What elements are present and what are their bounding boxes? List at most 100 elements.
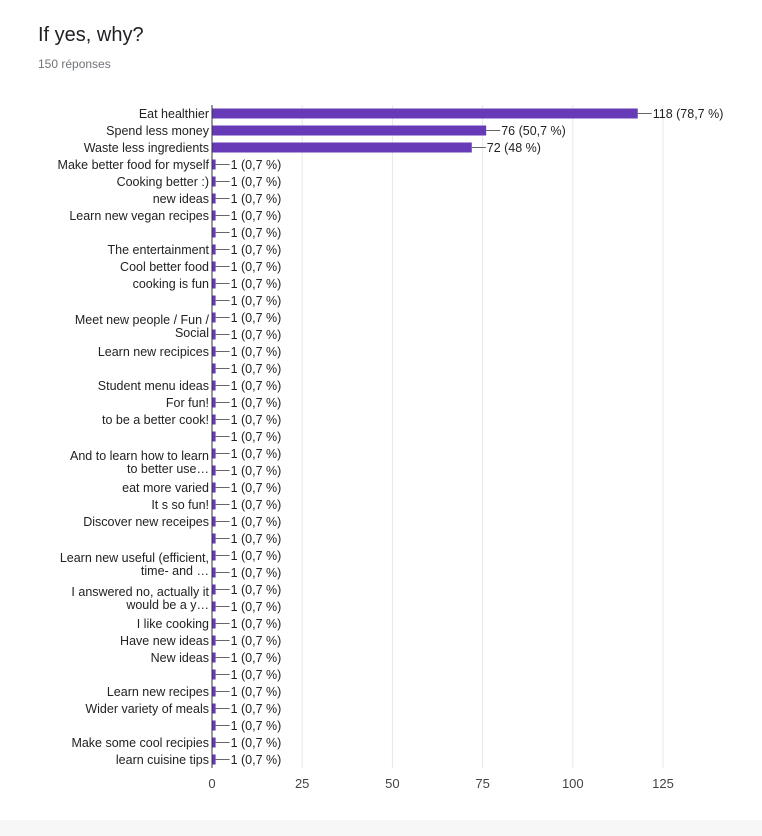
bar [212, 601, 216, 612]
value-label: 1 (0,7 %) [231, 702, 282, 716]
value-label: 1 (0,7 %) [231, 328, 282, 342]
value-label: 72 (48 %) [487, 141, 541, 155]
bar [212, 397, 216, 408]
value-label: 1 (0,7 %) [231, 685, 282, 699]
category-label: time- and … [141, 564, 209, 578]
bar [212, 431, 216, 442]
bar [212, 108, 638, 119]
bar [212, 584, 216, 595]
bar [212, 737, 216, 748]
category-label: Make better food for myself [58, 158, 210, 172]
bar [212, 380, 216, 391]
value-label: 1 (0,7 %) [231, 498, 282, 512]
x-tick-label: 25 [295, 776, 309, 791]
category-label: Spend less money [106, 124, 210, 138]
category-label: would be a y… [125, 598, 209, 612]
bar [212, 363, 216, 374]
category-label: I like cooking [137, 617, 209, 631]
value-label: 1 (0,7 %) [231, 158, 282, 172]
category-label: Learn new vegan recipes [69, 209, 209, 223]
bar [212, 499, 216, 510]
bar [212, 754, 216, 765]
value-label: 1 (0,7 %) [231, 753, 282, 767]
bar [212, 125, 487, 136]
value-label: 1 (0,7 %) [231, 532, 282, 546]
value-label: 1 (0,7 %) [231, 243, 282, 257]
category-label: Cool better food [120, 260, 209, 274]
value-label: 1 (0,7 %) [231, 549, 282, 563]
category-label: Learn new useful (efficient, [60, 551, 209, 565]
bar [212, 635, 216, 646]
value-label: 1 (0,7 %) [231, 651, 282, 665]
x-tick-label: 0 [208, 776, 215, 791]
category-label: to better use… [127, 462, 209, 476]
category-label: The entertainment [108, 243, 210, 257]
bar [212, 618, 216, 629]
bar [212, 261, 216, 272]
value-label: 1 (0,7 %) [231, 226, 282, 240]
category-label: And to learn how to learn [70, 449, 209, 463]
value-label: 1 (0,7 %) [231, 566, 282, 580]
bar [212, 482, 216, 493]
bar [212, 295, 216, 306]
category-label: For fun! [166, 396, 209, 410]
value-label: 76 (50,7 %) [501, 124, 566, 138]
bar [212, 720, 216, 731]
bar [212, 448, 216, 459]
bar [212, 703, 216, 714]
value-label: 1 (0,7 %) [231, 396, 282, 410]
bar [212, 465, 216, 476]
bar [212, 669, 216, 680]
value-label: 1 (0,7 %) [231, 362, 282, 376]
x-tick-label: 125 [652, 776, 674, 791]
value-label: 1 (0,7 %) [231, 311, 282, 325]
bar [212, 533, 216, 544]
category-label: Student menu ideas [98, 379, 209, 393]
category-label: Wider variety of meals [85, 702, 209, 716]
category-label: new ideas [153, 192, 209, 206]
value-label: 1 (0,7 %) [231, 634, 282, 648]
value-label: 1 (0,7 %) [231, 447, 282, 461]
bar [212, 159, 216, 170]
response-count: 150 réponses [38, 57, 111, 71]
value-label: 1 (0,7 %) [231, 277, 282, 291]
bar [212, 312, 216, 323]
x-tick-label: 50 [385, 776, 399, 791]
bar [212, 142, 472, 153]
category-label: eat more varied [122, 481, 209, 495]
value-label: 1 (0,7 %) [231, 736, 282, 750]
bar [212, 414, 216, 425]
value-label: 1 (0,7 %) [231, 617, 282, 631]
category-label: Eat healthier [139, 107, 209, 121]
value-label: 1 (0,7 %) [231, 719, 282, 733]
value-label: 1 (0,7 %) [231, 464, 282, 478]
bar [212, 227, 216, 238]
bar [212, 550, 216, 561]
category-label: Meet new people / Fun / [75, 313, 210, 327]
bar [212, 686, 216, 697]
value-label: 1 (0,7 %) [231, 260, 282, 274]
x-tick-label: 100 [562, 776, 584, 791]
category-label: Social [175, 326, 209, 340]
bar [212, 346, 216, 357]
category-label: New ideas [151, 651, 209, 665]
category-label: to be a better cook! [102, 413, 209, 427]
bar [212, 278, 216, 289]
value-label: 1 (0,7 %) [231, 668, 282, 682]
category-label: Learn new recipes [107, 685, 209, 699]
value-label: 1 (0,7 %) [231, 294, 282, 308]
category-label: learn cuisine tips [116, 753, 209, 767]
value-label: 1 (0,7 %) [231, 175, 282, 189]
bar [212, 567, 216, 578]
question-title: If yes, why? [38, 24, 144, 46]
bar [212, 210, 216, 221]
category-label: Cooking better :) [117, 175, 209, 189]
category-label: Discover new receipes [83, 515, 209, 529]
category-label: It s so fun! [151, 498, 209, 512]
category-label: Waste less ingredients [84, 141, 209, 155]
value-label: 1 (0,7 %) [231, 379, 282, 393]
value-label: 1 (0,7 %) [231, 430, 282, 444]
category-label: Make some cool recipies [71, 736, 209, 750]
